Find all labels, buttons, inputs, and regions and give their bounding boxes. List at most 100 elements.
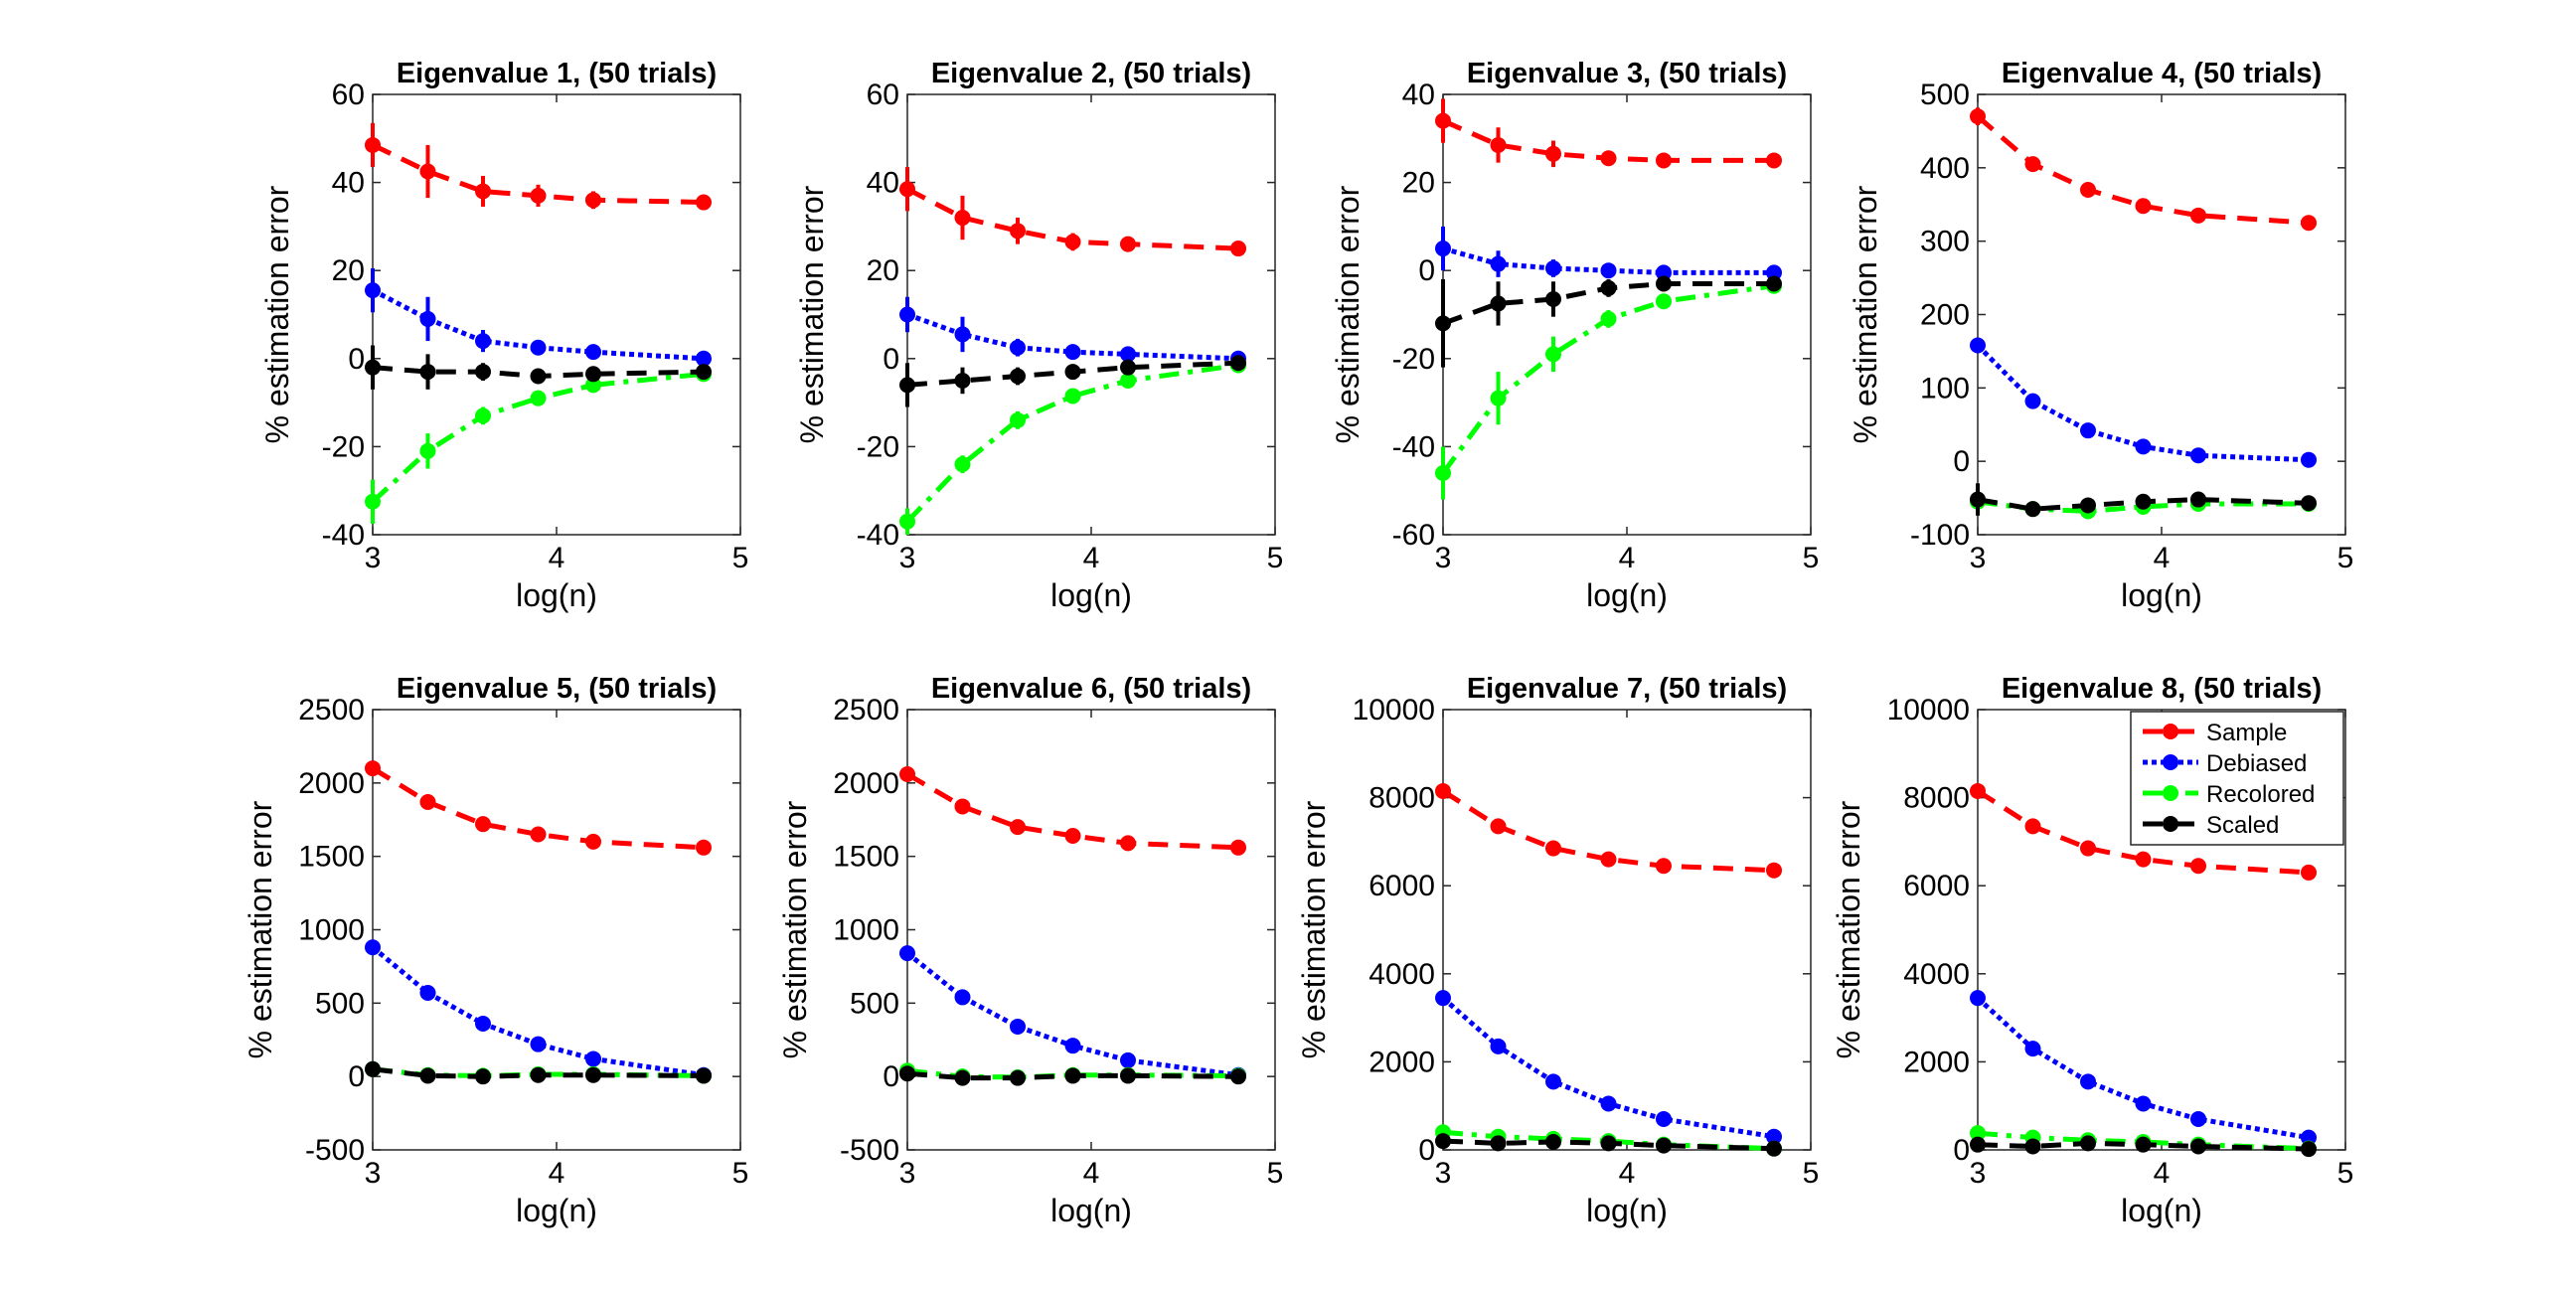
series-line — [371, 287, 705, 362]
x-tick-label: 3 — [365, 1157, 382, 1190]
y-tick-label: 20 — [332, 254, 365, 287]
series-line — [371, 142, 705, 205]
data-point — [419, 163, 436, 180]
data-point — [899, 377, 915, 394]
x-tick-label: 4 — [1619, 1157, 1636, 1190]
x-axis-label: log(n) — [1586, 1193, 1668, 1228]
data-point — [2024, 1041, 2041, 1057]
y-tick-label: 1000 — [298, 914, 365, 947]
data-point — [1766, 1140, 1782, 1157]
data-point — [696, 839, 712, 856]
data-point — [530, 1066, 547, 1083]
x-tick-label: 3 — [1435, 1157, 1452, 1190]
y-tick-label: 300 — [1920, 226, 1970, 258]
series-sample — [1435, 782, 1782, 879]
series-line — [372, 365, 705, 380]
data-point — [899, 1065, 915, 1082]
y-tick-label: 20 — [867, 254, 899, 287]
data-point — [1545, 1134, 1561, 1151]
data-point — [1010, 1018, 1026, 1035]
y-tick-label: 2000 — [833, 767, 899, 800]
data-point — [585, 377, 601, 394]
y-tick-label: 500 — [315, 987, 365, 1020]
series-line — [1976, 343, 2310, 463]
data-point — [1010, 411, 1026, 428]
series-debiased — [365, 267, 712, 367]
x-tick-label: 5 — [732, 542, 749, 574]
subplot-8: 3 4 5 0 2000 4000 6000 8000 10000 Eigenvalue 8, (… — [1831, 673, 2353, 1228]
data-point — [2135, 1095, 2152, 1112]
data-point — [899, 945, 915, 962]
y-tick-label: -40 — [1392, 430, 1435, 463]
data-point — [365, 359, 381, 376]
data-point — [419, 364, 436, 381]
y-tick-label: 4000 — [1903, 958, 1970, 991]
legend-marker — [2163, 785, 2178, 801]
x-tick-label: 3 — [1435, 542, 1452, 574]
y-tick-label: 20 — [1402, 167, 1435, 200]
x-tick-label: 4 — [2154, 542, 2171, 574]
data-point — [1600, 310, 1617, 327]
data-point — [1435, 990, 1451, 1007]
data-point — [2190, 1110, 2206, 1127]
series-line — [905, 186, 1239, 251]
data-point — [1600, 150, 1617, 167]
data-point — [1766, 1128, 1782, 1145]
data-point — [2190, 447, 2206, 464]
data-point — [954, 210, 971, 227]
data-point — [1064, 234, 1081, 250]
series-line — [1442, 281, 1774, 326]
y-tick-label: 2000 — [1903, 1046, 1970, 1078]
data-point — [954, 456, 971, 473]
series-line — [1441, 788, 1775, 874]
x-tick-label: 5 — [2337, 542, 2354, 574]
x-tick-label: 5 — [1267, 1157, 1284, 1190]
legend-entry-debiased: Debiased — [2143, 750, 2307, 777]
data-point — [419, 794, 436, 811]
series-scaled — [1970, 1135, 2317, 1158]
subplot-2: 3 4 5 -40 -20 0 20 40 60 Eigenvalue 2, (50 trials… — [794, 58, 1283, 613]
y-tick-label: 0 — [883, 343, 899, 376]
data-point — [2080, 422, 2096, 439]
data-point — [1545, 145, 1561, 162]
subplot-title: Eigenvalue 8, (50 trials) — [2002, 673, 2322, 705]
data-point — [1766, 275, 1782, 292]
data-point — [1490, 818, 1507, 835]
data-point — [1120, 359, 1136, 376]
data-point — [1010, 339, 1026, 356]
x-tick-label: 4 — [1083, 542, 1100, 574]
data-point — [1545, 346, 1561, 363]
data-point — [585, 1066, 601, 1083]
data-point — [475, 183, 491, 200]
data-point — [2301, 1141, 2317, 1158]
y-axis-label: % estimation error — [1848, 185, 1883, 443]
data-point — [1656, 264, 1672, 281]
x-tick-label: 4 — [1083, 1157, 1100, 1190]
series-debiased — [1970, 337, 2317, 468]
series-scaled — [1970, 483, 2317, 518]
data-point — [954, 372, 971, 389]
subplot-title: Eigenvalue 1, (50 trials) — [397, 58, 717, 89]
y-tick-label: 1500 — [298, 841, 365, 874]
y-tick-label: 40 — [332, 167, 365, 200]
data-point — [1545, 259, 1561, 276]
data-point — [475, 816, 491, 833]
data-point — [1120, 835, 1136, 852]
series-line — [1442, 1138, 1775, 1152]
data-point — [1120, 372, 1136, 389]
data-point — [365, 760, 381, 777]
data-point — [2190, 1138, 2206, 1155]
data-point — [1064, 1038, 1081, 1054]
data-point — [2135, 1136, 2152, 1153]
data-point — [1600, 1095, 1617, 1112]
data-point — [899, 765, 915, 782]
data-point — [585, 366, 601, 383]
series-sample — [1435, 98, 1782, 169]
legend: Sample Debiased Recolored Scaled — [2130, 711, 2344, 846]
data-point — [2024, 393, 2041, 409]
data-point — [1766, 152, 1782, 169]
data-point — [2080, 1135, 2096, 1152]
data-point — [2301, 864, 2317, 881]
data-point — [1656, 293, 1672, 310]
